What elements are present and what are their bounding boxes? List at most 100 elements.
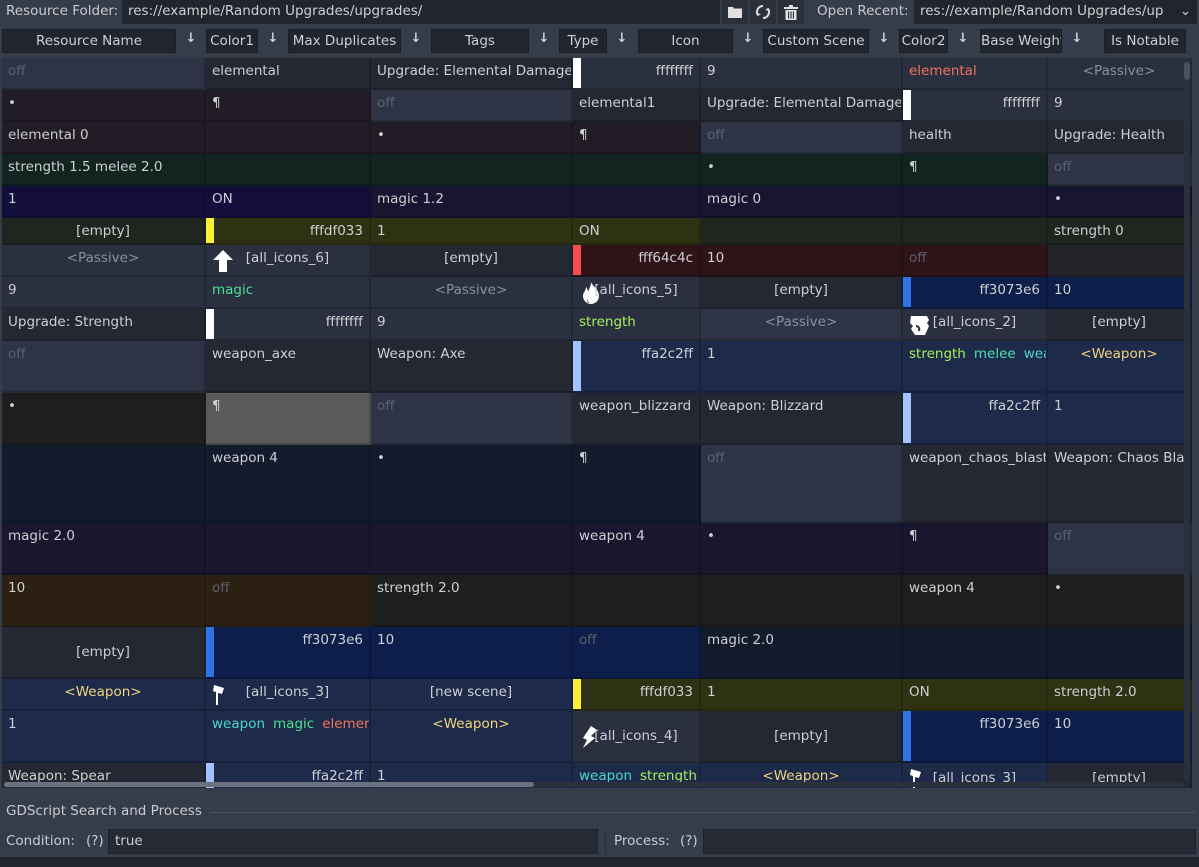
table-cell[interactable]: 1	[701, 341, 903, 393]
table-cell[interactable]: 10	[2, 575, 206, 627]
table-cell[interactable]: ON	[573, 218, 701, 245]
table-cell[interactable]: weapon_chaos_blast	[903, 445, 1048, 523]
vertical-scroll-thumb[interactable]	[1184, 62, 1190, 80]
column-header-resource-name[interactable]: Resource Name	[2, 29, 176, 53]
table-cell[interactable]: ffffffff	[903, 90, 1048, 122]
table-cell[interactable]: fffdf033	[206, 218, 371, 245]
table-cell[interactable]	[206, 154, 371, 186]
table-cell[interactable]: 10	[701, 245, 903, 277]
table-cell[interactable]: Upgrade: Elemental Damage	[701, 90, 903, 122]
table-cell[interactable]: 9	[371, 309, 573, 341]
horizontal-scrollbar[interactable]	[4, 782, 1184, 787]
table-cell[interactable]: weapon_axe	[206, 341, 371, 393]
table-cell[interactable]: off	[2, 58, 206, 90]
table-cell[interactable]	[573, 154, 701, 186]
column-header-color2[interactable]: Color2	[899, 29, 948, 53]
table-cell[interactable]: off	[206, 575, 371, 627]
table-cell[interactable]: 10	[1048, 277, 1192, 309]
table-cell[interactable]: 1	[371, 218, 573, 245]
table-cell[interactable]: strength 2.0	[1048, 679, 1192, 711]
open-recent-dropdown[interactable]: res://example/Random Upgrades/up ⌄	[914, 0, 1197, 24]
table-cell[interactable]	[2, 445, 206, 523]
table-cell[interactable]: fff64c4c	[573, 245, 701, 277]
table-cell[interactable]: [all_icons_4]	[573, 711, 701, 763]
sort-arrow-icon[interactable]: ↓	[267, 31, 279, 46]
table-cell[interactable]: off	[573, 627, 701, 679]
table-cell[interactable]: •	[701, 523, 903, 575]
sort-arrow-icon[interactable]: ↓	[878, 31, 890, 46]
horizontal-scroll-thumb[interactable]	[4, 782, 534, 787]
table-cell[interactable]	[701, 575, 903, 627]
table-cell[interactable]: ffa2c2ff	[903, 393, 1048, 445]
table-cell[interactable]: 1	[701, 679, 903, 711]
table-cell[interactable]: •	[2, 393, 206, 445]
table-cell[interactable]	[903, 627, 1048, 679]
table-cell[interactable]: [empty]	[1048, 309, 1192, 341]
table-cell[interactable]: •	[1048, 186, 1192, 218]
table-cell[interactable]: fffdf033	[573, 679, 701, 711]
table-cell[interactable]	[1048, 627, 1192, 679]
table-cell[interactable]: elemental 0	[2, 122, 206, 154]
table-cell[interactable]: off	[1048, 523, 1192, 575]
table-cell[interactable]: weapon 4	[206, 445, 371, 523]
sort-arrow-icon[interactable]: ↓	[185, 31, 197, 46]
process-help-button[interactable]: (?)	[680, 833, 698, 849]
table-cell[interactable]	[371, 523, 573, 575]
table-cell[interactable]: [all_icons_6]	[206, 245, 371, 277]
table-cell[interactable]: 10	[1048, 711, 1192, 763]
sort-arrow-icon[interactable]: ↓	[742, 31, 754, 46]
table-cell[interactable]: off	[903, 245, 1048, 277]
table-cell[interactable]: ON	[206, 186, 371, 218]
condition-input[interactable]: true	[108, 829, 598, 854]
table-cell[interactable]: 1	[2, 186, 206, 218]
column-header-custom-scene[interactable]: Custom Scene	[763, 29, 869, 53]
table-cell[interactable]: weapon magic elemental	[206, 711, 371, 763]
table-cell[interactable]: <Weapon>	[371, 711, 573, 763]
table-cell[interactable]: [empty]	[371, 245, 573, 277]
table-cell[interactable]	[903, 218, 1048, 245]
table-cell[interactable]: Weapon: Axe	[371, 341, 573, 393]
table-cell[interactable]: off	[1048, 154, 1192, 186]
table-cell[interactable]: ¶	[573, 122, 701, 154]
column-header-tags[interactable]: Tags	[431, 29, 529, 53]
table-cell[interactable]: elemental1	[573, 90, 701, 122]
table-cell[interactable]: •	[1048, 575, 1192, 627]
table-cell[interactable]: ffffffff	[206, 309, 371, 341]
table-cell[interactable]: Weapon: Chaos Blast	[1048, 445, 1192, 523]
table-cell[interactable]: •	[371, 445, 573, 523]
table-cell[interactable]: Weapon: Blizzard	[701, 393, 903, 445]
sort-arrow-icon[interactable]: ↓	[538, 31, 550, 46]
column-header-max-duplicates[interactable]: Max Duplicates	[288, 29, 401, 53]
table-cell[interactable]: off	[371, 90, 573, 122]
table-cell[interactable]: elemental	[903, 58, 1048, 90]
table-cell[interactable]: <Passive>	[701, 309, 903, 341]
table-cell[interactable]: weapon 4	[903, 575, 1048, 627]
table-cell[interactable]: Upgrade: Elemental Damage	[371, 58, 573, 90]
table-cell[interactable]: Upgrade: Strength	[2, 309, 206, 341]
table-cell[interactable]	[573, 575, 701, 627]
table-cell[interactable]: magic 2.0	[701, 627, 903, 679]
table-cell[interactable]: ¶	[903, 154, 1048, 186]
vertical-scrollbar[interactable]	[1184, 62, 1190, 780]
table-cell[interactable]: ff3073e6	[903, 711, 1048, 763]
table-cell[interactable]: <Weapon>	[2, 679, 206, 711]
table-cell[interactable]: ¶	[206, 90, 371, 122]
table-cell[interactable]: strength melee weapon	[903, 341, 1048, 393]
table-cell[interactable]: 1	[2, 711, 206, 763]
table-cell[interactable]: off	[701, 445, 903, 523]
table-cell[interactable]: •	[2, 90, 206, 122]
table-cell[interactable]: ¶	[573, 445, 701, 523]
table-cell[interactable]	[206, 523, 371, 575]
table-cell[interactable]	[903, 186, 1048, 218]
table-cell[interactable]: [empty]	[2, 627, 206, 679]
table-cell[interactable]: [empty]	[701, 277, 903, 309]
table-cell[interactable]: ff3073e6	[903, 277, 1048, 309]
sort-arrow-icon[interactable]: ↓	[1071, 31, 1083, 46]
table-cell[interactable]: ¶	[903, 523, 1048, 575]
sort-arrow-icon[interactable]: ↓	[410, 31, 422, 46]
table-cell[interactable]: strength 0	[1048, 218, 1192, 245]
condition-help-button[interactable]: (?)	[86, 833, 104, 849]
column-header-base-weight[interactable]: Base Weight	[980, 29, 1062, 53]
table-cell[interactable]: strength 2.0	[371, 575, 573, 627]
table-cell[interactable]: strength	[573, 309, 701, 341]
